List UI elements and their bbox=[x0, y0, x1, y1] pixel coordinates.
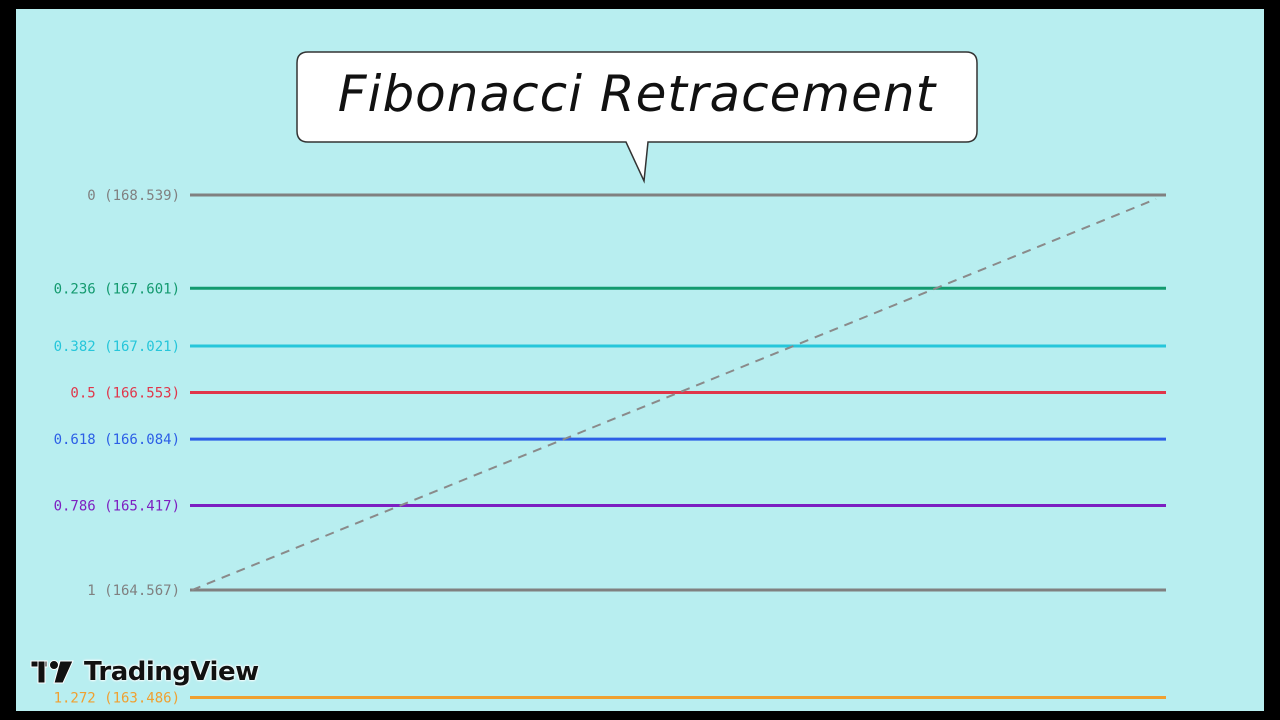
fib-level-label: 0.382 (167.021) bbox=[54, 339, 180, 355]
brand-name: TradingView bbox=[84, 657, 259, 687]
title-callout: Fibonacci Retracement bbox=[296, 51, 978, 185]
fib-level-label: 0 (168.539) bbox=[87, 188, 180, 204]
chart-canvas: 0 (168.539) 0.236 (167.601) 0.382 (167.021… bbox=[16, 9, 1264, 711]
trend-line bbox=[191, 198, 1157, 591]
fib-level-label: 0.618 (166.084) bbox=[54, 432, 180, 448]
callout-title: Fibonacci Retracement bbox=[337, 65, 937, 123]
tradingview-logo: TradingView bbox=[30, 657, 259, 687]
fib-chart: 0 (168.539) 0.236 (167.601) 0.382 (167.021… bbox=[54, 188, 1166, 707]
fib-level-label: 1 (164.567) bbox=[87, 583, 180, 599]
fib-level-label: 1.272 (163.486) bbox=[54, 691, 180, 707]
fib-level-label: 0.5 (166.553) bbox=[70, 386, 180, 402]
callout-bubble bbox=[296, 51, 978, 184]
fib-level-label: 0.236 (167.601) bbox=[54, 281, 180, 297]
fib-level-label: 0.786 (165.417) bbox=[54, 498, 180, 514]
tradingview-icon bbox=[30, 660, 74, 684]
